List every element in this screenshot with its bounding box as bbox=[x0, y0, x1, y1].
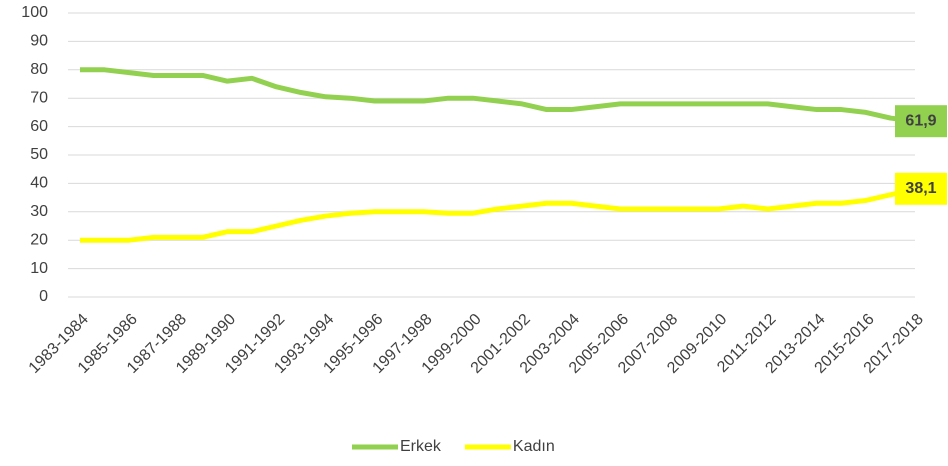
legend-label: Kadın bbox=[513, 438, 555, 455]
y-tick-label: 50 bbox=[30, 146, 48, 163]
y-tick-label: 80 bbox=[30, 61, 48, 78]
data-label: 38,1 bbox=[905, 180, 936, 197]
data-label-box bbox=[895, 105, 947, 138]
y-tick-label: 10 bbox=[30, 260, 48, 277]
y-tick-label: 70 bbox=[30, 89, 48, 106]
legend-label: Erkek bbox=[400, 438, 442, 455]
data-label: 61,9 bbox=[905, 112, 936, 129]
y-tick-label: 0 bbox=[39, 288, 48, 305]
line bbox=[80, 186, 916, 243]
y-tick-label: 20 bbox=[30, 231, 48, 248]
y-tick-label: 100 bbox=[21, 4, 48, 21]
y-tick-label: 90 bbox=[30, 33, 48, 50]
y-tick-label: 30 bbox=[30, 203, 48, 220]
y-tick-label: 40 bbox=[30, 175, 48, 192]
line bbox=[80, 67, 916, 124]
data-label-box bbox=[895, 172, 947, 205]
y-tick-label: 60 bbox=[30, 118, 48, 135]
